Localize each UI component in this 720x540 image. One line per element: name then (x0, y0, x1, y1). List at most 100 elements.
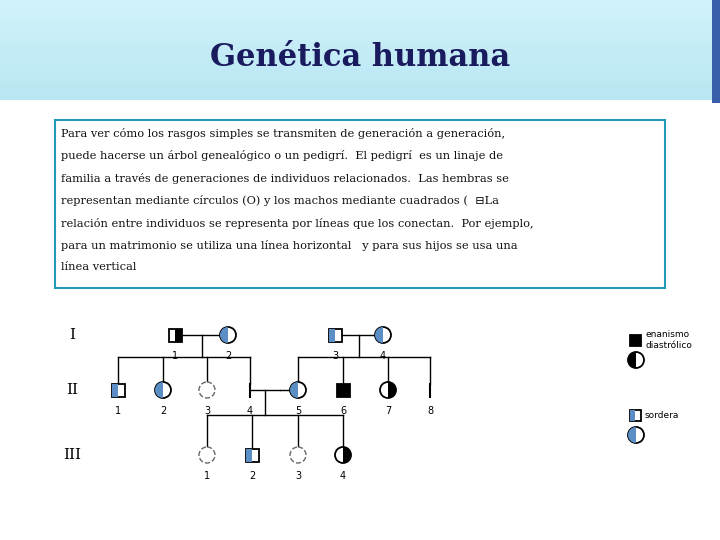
Bar (0, 92, 720, 93)
Bar (0, 24, 720, 25)
Bar (0, 88, 720, 89)
Bar (0, 1, 720, 2)
Bar (0, 21, 720, 22)
Bar (0, 85, 720, 86)
Bar (0, 39, 720, 40)
Bar (0, 72, 720, 73)
Bar (0, 31, 720, 32)
Bar (0, 82, 720, 83)
Bar (0, 15, 720, 16)
Bar (0, 6, 720, 7)
Bar (0, 54, 720, 55)
Bar (0, 16, 720, 17)
Wedge shape (628, 352, 636, 368)
Bar (0, 21, 720, 22)
Bar (0, 69, 720, 70)
Bar (0, 99, 720, 100)
Bar (0, 28, 720, 29)
Wedge shape (290, 382, 298, 398)
Bar (0, 29, 720, 30)
Text: 8: 8 (427, 406, 433, 416)
Text: 5: 5 (295, 406, 301, 416)
Bar (0, 96, 720, 97)
Bar (0, 79, 720, 80)
Bar (0, 72, 720, 73)
Bar (0, 86, 720, 87)
Text: 3: 3 (332, 351, 338, 361)
Bar (712, 0, 720, 103)
Bar (0, 73, 720, 74)
Bar (0, 34, 720, 35)
Bar (0, 44, 720, 45)
Bar (328, 328, 341, 341)
Wedge shape (375, 327, 383, 343)
Bar (0, 97, 720, 98)
Circle shape (290, 382, 306, 398)
Bar (0, 46, 720, 47)
Bar (0, 96, 720, 97)
Bar (0, 93, 720, 94)
Circle shape (290, 447, 306, 463)
Bar (0, 8, 720, 9)
Bar (0, 60, 720, 61)
Bar (629, 409, 641, 421)
Bar (0, 47, 720, 48)
Bar (0, 22, 720, 23)
Bar (0, 89, 720, 90)
Text: 2: 2 (225, 351, 231, 361)
Circle shape (155, 382, 171, 398)
Text: enanismo
diastrólico: enanismo diastrólico (645, 330, 692, 350)
Bar (0, 30, 720, 31)
Bar (0, 11, 720, 12)
Bar (0, 80, 720, 81)
Bar (0, 13, 720, 14)
Bar (0, 20, 720, 21)
Circle shape (628, 427, 644, 443)
Bar (0, 12, 720, 13)
Bar (0, 10, 720, 11)
Bar (0, 80, 720, 81)
Bar (0, 24, 720, 25)
Bar (0, 5, 720, 6)
Bar (0, 37, 720, 38)
Bar (0, 87, 720, 88)
Bar (0, 23, 720, 24)
Bar (0, 56, 720, 57)
Bar (0, 90, 720, 91)
Bar (0, 28, 720, 29)
Bar (0, 35, 720, 36)
Bar (0, 18, 720, 19)
Bar (0, 16, 720, 17)
Bar (336, 383, 349, 396)
Circle shape (199, 382, 215, 398)
Bar (0, 59, 720, 60)
Text: Genética humana: Genética humana (210, 43, 510, 73)
Bar (0, 36, 720, 37)
Bar (0, 66, 720, 67)
Bar (0, 62, 720, 63)
Wedge shape (388, 382, 396, 398)
Bar (0, 26, 720, 27)
Bar (0, 89, 720, 90)
Circle shape (220, 327, 236, 343)
Bar (0, 39, 720, 40)
Bar (0, 19, 720, 20)
Bar (0, 15, 720, 16)
Bar (0, 61, 720, 62)
Bar (0, 37, 720, 38)
Bar (0, 18, 720, 19)
Bar (0, 8, 720, 9)
Bar (0, 41, 720, 42)
Bar (0, 66, 720, 67)
Bar (0, 61, 720, 62)
Bar (0, 50, 720, 51)
Bar (0, 83, 720, 84)
Bar (112, 383, 125, 396)
Bar (0, 25, 720, 26)
Bar (0, 97, 720, 98)
Bar (112, 383, 118, 396)
Bar (0, 75, 720, 76)
Text: 2: 2 (160, 406, 166, 416)
Bar (0, 68, 720, 69)
Bar (0, 48, 720, 49)
